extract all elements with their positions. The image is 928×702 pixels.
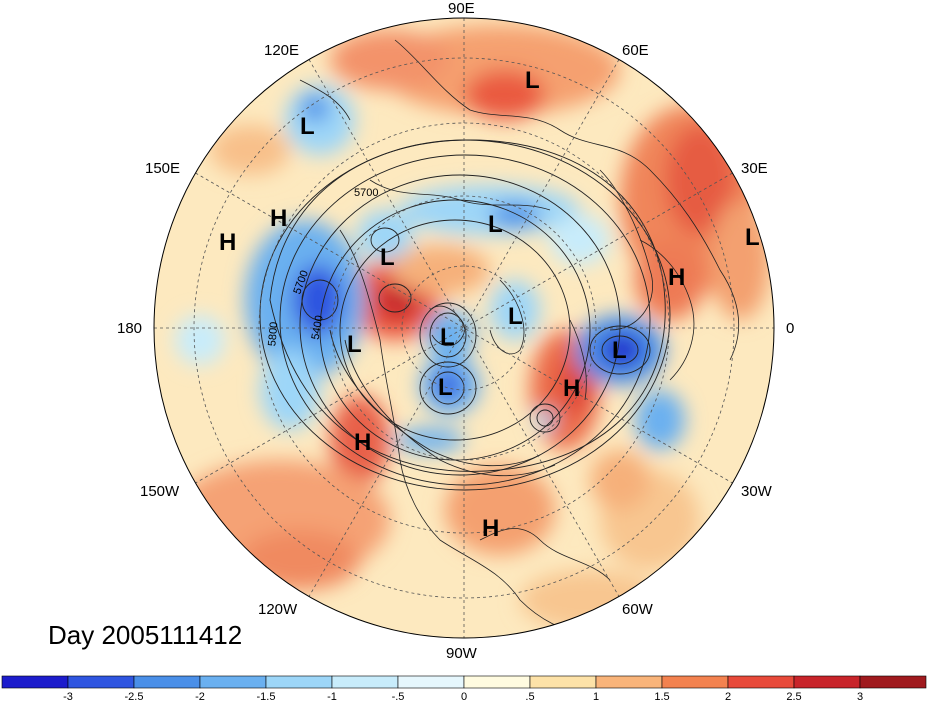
low-marker: L [488,211,503,238]
high-marker: H [354,429,371,456]
low-marker: L [347,331,362,358]
colorbar-tick-label: -2 [195,691,205,702]
high-marker: H [219,229,236,256]
colorbar-swatch [67,675,135,689]
colorbar-tick-label: .5 [525,691,534,702]
high-marker: H [563,375,580,402]
colorbar-tick-label: 0 [461,691,467,702]
colorbar-swatch [265,675,333,689]
lon-label-60e: 60E [622,42,649,59]
lon-label-150w: 150W [140,483,180,500]
colorbar-swatch [727,675,795,689]
low-marker: L [612,337,627,364]
colorbar-swatch [661,675,729,689]
low-marker: L [380,244,395,271]
colorbar-tick-label: -.5 [392,691,405,702]
low-marker: L [745,224,760,251]
longitude-labels: 90E 60E 30E 0 30W 60W 90W 120W 150W 180 … [117,0,794,662]
colorbar-swatch [331,675,399,689]
lon-label-30w: 30W [741,483,773,500]
lon-label-0: 0 [786,320,794,337]
colorbar-tick-label: -2.5 [125,691,144,702]
graticule [154,18,774,638]
coastlines [299,39,740,638]
low-marker: L [440,324,455,351]
colorbar-tick-label: 3 [857,691,863,702]
map-title: Day 2005111412 [48,620,243,650]
lon-label-150e: 150E [145,160,180,177]
high-marker: H [482,515,499,542]
lon-label-30e: 30E [741,160,768,177]
colorbar-tick-label: 2.5 [786,691,801,702]
low-marker: L [525,67,540,94]
colorbar-swatch [199,675,267,689]
colorbar-swatch [463,675,531,689]
colorbar-tick-label: 1.5 [654,691,669,702]
contour-label: 5400 [310,314,326,340]
lon-label-120w: 120W [258,601,298,618]
lon-label-90e: 90E [448,0,475,17]
colorbar-tick-label: 2 [725,691,731,702]
high-marker: H [668,264,685,291]
colorbar-swatch [1,675,69,689]
map-border [153,17,775,639]
colorbar-swatch [793,675,861,689]
high-marker: H [270,205,287,232]
colorbar-tick-label: -1.5 [257,691,276,702]
colorbar-swatch [595,675,663,689]
colorbar-tick-label: -3 [63,691,73,702]
lon-label-60w: 60W [622,601,654,618]
colorbar-swatch [133,675,201,689]
colorbar-swatch [397,675,465,689]
contour-label: 5700 [354,187,378,199]
lon-label-120e: 120E [264,42,299,59]
pressure-system-markers: L L L L L L L L L L H H H H H H [219,67,760,542]
colorbar: -3 -2.5 -2 -1.5 -1 -.5 0 .5 1 1.5 2 2.5 3 [1,675,927,702]
colorbar-tick-label: -1 [327,691,337,702]
low-marker: L [300,113,315,140]
low-marker: L [508,303,523,330]
colorbar-tick-label: 1 [593,691,599,702]
low-marker: L [438,374,453,401]
lon-label-180: 180 [117,320,142,337]
colorbar-swatch [859,675,927,689]
lon-label-90w: 90W [446,645,478,662]
contour-label: 5800 [266,321,280,346]
colorbar-swatch [529,675,597,689]
